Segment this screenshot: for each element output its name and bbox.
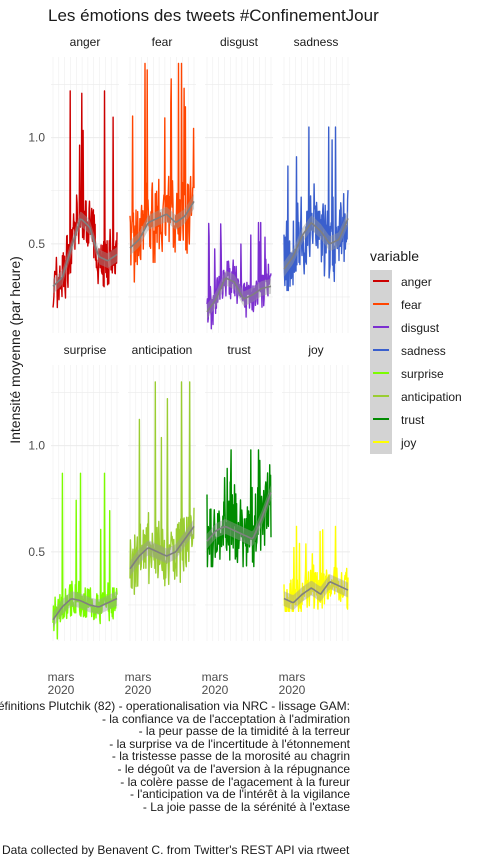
legend-items: anger fear disgust sadness surprise anticipat… xyxy=(370,270,462,454)
legend-item-sadness: sadness xyxy=(370,339,462,362)
legend-swatch xyxy=(373,280,389,282)
legend-item-anger: anger xyxy=(370,270,462,293)
legend-item-trust: trust xyxy=(370,408,462,431)
x-tick-month: mars xyxy=(125,670,152,684)
legend-label: disgust xyxy=(401,320,440,335)
smooth-line xyxy=(129,525,195,570)
smooth-line xyxy=(283,581,349,604)
legend-label: anticipation xyxy=(401,389,462,404)
series-line-fear xyxy=(129,62,195,283)
x-tick-year: 2020 xyxy=(125,683,152,697)
smooth-ribbon xyxy=(284,210,348,277)
x-tick-month: mars xyxy=(202,670,229,684)
panel-bg xyxy=(282,57,350,333)
facet-disgust: disgust xyxy=(205,35,273,333)
facet-anger: anger 0.5 1.0 xyxy=(28,35,119,333)
smooth-line xyxy=(52,218,118,287)
facet-sadness: sadness xyxy=(282,35,350,333)
smooth-line xyxy=(206,277,272,313)
facet-fear: fear xyxy=(128,35,196,333)
smooth-ribbon xyxy=(130,193,194,256)
caption-line: - le dégoût va de l'aversion à la répugn… xyxy=(117,761,350,776)
legend-label: anger xyxy=(401,274,432,289)
series-line-sadness xyxy=(283,126,349,292)
y-axis-title: Intensité moyenne (par heure) xyxy=(7,256,23,444)
facet-label: anger xyxy=(70,35,101,49)
caption-line: - la colère passe de l'agacement à la fu… xyxy=(120,774,350,789)
series-line-joy xyxy=(283,525,349,612)
y-tick-label: 1.0 xyxy=(28,131,45,145)
caption: Définitions Plutchik (82) - operationali… xyxy=(0,700,350,813)
caption-line: - la surprise va de l'incertitude à l'ét… xyxy=(109,736,350,751)
caption-line: - la tristesse passe de la morosité au c… xyxy=(111,749,350,764)
caption-line: - la confiance va de l'acceptation à l'a… xyxy=(101,711,350,726)
legend-item-surprise: surprise xyxy=(370,362,462,385)
legend-label: joy xyxy=(401,435,417,450)
y-tick-label: 0.5 xyxy=(28,545,45,559)
legend-swatch xyxy=(373,349,389,351)
caption-line: - La joie passe de la sérénité à l'extas… xyxy=(142,799,350,814)
legend-swatch xyxy=(373,441,389,443)
legend-swatch xyxy=(373,372,389,374)
y-tick-label: 1.0 xyxy=(28,439,45,453)
legend-item-joy: joy xyxy=(370,431,462,454)
chart-title: Les émotions des tweets #ConfinementJour xyxy=(48,6,379,25)
legend: variable anger fear disgust sadness surprise… xyxy=(370,248,462,454)
legend-label: fear xyxy=(401,297,422,312)
facet-label: disgust xyxy=(220,35,259,49)
legend-item-disgust: disgust xyxy=(370,316,462,339)
legend-key xyxy=(370,431,392,454)
legend-swatch xyxy=(373,418,389,420)
source-note: Data collected by Benavent C. from Twitt… xyxy=(2,843,350,857)
caption-line: - l'anticipation va de l'intérêt à la vi… xyxy=(129,787,350,802)
series-line-disgust xyxy=(206,221,272,330)
smooth-line xyxy=(52,597,118,621)
smooth-line xyxy=(283,218,349,270)
legend-key xyxy=(370,408,392,431)
facet-label: sadness xyxy=(294,35,339,49)
x-tick-month: mars xyxy=(279,670,306,684)
facet-label: anticipation xyxy=(132,343,193,357)
series-line-trust xyxy=(206,449,272,568)
legend-key xyxy=(370,362,392,385)
faceted-line-chart: Intensité moyenne (par heure) anger 0.5 1.0… xyxy=(7,35,350,697)
legend-title: variable xyxy=(370,248,420,264)
caption-line: - la peur passe de la timidité à la terr… xyxy=(138,724,350,739)
x-tick-year: 2020 xyxy=(279,683,306,697)
smooth-ribbon xyxy=(53,211,117,294)
legend-key xyxy=(370,339,392,362)
legend-swatch xyxy=(373,303,389,305)
y-tick-label: 0.5 xyxy=(28,237,45,251)
facet-label: surprise xyxy=(64,343,107,357)
legend-item-anticipation: anticipation xyxy=(370,385,462,408)
legend-key xyxy=(370,270,392,293)
legend-label: sadness xyxy=(401,343,446,358)
smooth-ribbon xyxy=(130,518,194,577)
series-line-anger xyxy=(52,90,118,309)
smooth-line xyxy=(129,200,195,249)
legend-key xyxy=(370,385,392,408)
legend-swatch xyxy=(373,326,389,328)
caption-line: Définitions Plutchik (82) - operationali… xyxy=(0,699,350,713)
legend-item-fear: fear xyxy=(370,293,462,316)
legend-label: trust xyxy=(401,412,425,427)
facet-label: joy xyxy=(307,343,323,357)
series-line-surprise xyxy=(52,472,118,640)
series-line-anticipation xyxy=(129,381,195,595)
legend-label: surprise xyxy=(401,366,444,381)
x-tick-month: mars xyxy=(48,670,75,684)
facet-label: fear xyxy=(152,35,173,49)
legend-key xyxy=(370,293,392,316)
x-tick-year: 2020 xyxy=(48,683,75,697)
legend-key xyxy=(370,316,392,339)
smooth-line xyxy=(206,492,272,542)
legend-swatch xyxy=(373,395,389,397)
x-tick-year: 2020 xyxy=(202,683,229,697)
facet-label: trust xyxy=(227,343,251,357)
